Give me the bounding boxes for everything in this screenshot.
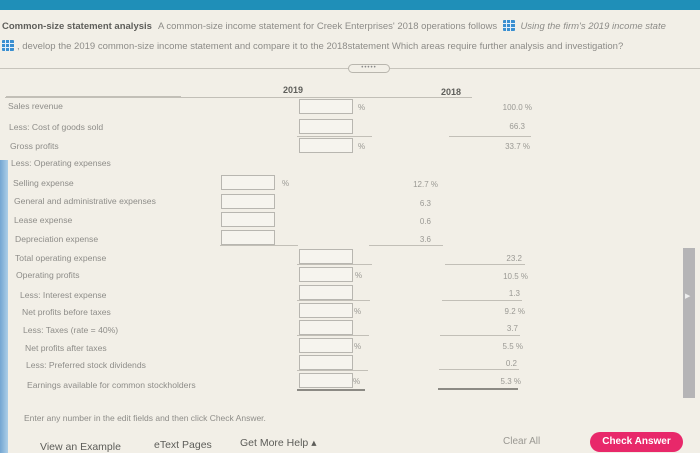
input-selling-expense-2019[interactable] — [221, 175, 275, 190]
value-2018-cogs: 66.3 — [509, 122, 525, 131]
header-rule — [6, 96, 181, 97]
total-double-rule — [438, 388, 518, 390]
row-label-earnings-common: Earnings available for common stockholde… — [27, 380, 196, 390]
value-2018-lease-expense: 0.6 — [419, 217, 431, 226]
row-label-interest-expense: Less: Interest expense — [20, 290, 107, 300]
clear-all-button[interactable]: Clear All — [503, 436, 541, 447]
row-label-npat: Net profits after taxes — [25, 343, 107, 353]
input-lease-expense-2019[interactable] — [221, 212, 275, 227]
row-label-lease-expense: Lease expense — [14, 215, 73, 225]
subtotal-rule — [449, 136, 531, 137]
input-npbt-2019[interactable] — [299, 303, 353, 318]
subtotal-rule — [442, 300, 522, 301]
value-2018-taxes: 3.7 — [506, 324, 518, 333]
input-cogs-2019[interactable] — [299, 119, 353, 134]
input-sales-revenue-2019[interactable] — [299, 99, 353, 114]
question-line-2: , develop the 2019 common-size income st… — [2, 37, 700, 57]
subtotal-rule — [440, 335, 520, 336]
subtotal-rule — [220, 245, 298, 246]
check-answer-button[interactable]: Check Answer — [590, 432, 683, 452]
question-instruction: Using the firm's 2019 income state — [520, 21, 666, 32]
expand-toggle[interactable]: ••••• — [348, 64, 390, 73]
total-double-rule — [297, 389, 365, 391]
question-intro: A common-size income statement for Creek… — [157, 21, 498, 32]
subtotal-rule — [445, 264, 525, 265]
input-interest-expense-2019[interactable] — [299, 285, 353, 300]
scroll-arrow-icon[interactable]: ▶ — [685, 293, 691, 300]
column-header-2019: 2019 — [283, 85, 304, 95]
vertical-scrollbar[interactable] — [683, 248, 695, 398]
subtotal-rule — [297, 264, 372, 265]
value-2018-sales-revenue: 100.0 % — [502, 103, 532, 112]
row-label-npbt: Net profits before taxes — [22, 307, 111, 317]
input-taxes-2019[interactable] — [299, 320, 353, 335]
question-text: Common-size statement analysis A common-s… — [2, 17, 700, 57]
pct-symbol: % — [358, 103, 366, 112]
value-2018-total-opex: 23.2 — [506, 254, 522, 263]
get-more-help-menu[interactable]: Get More Help ▴ — [240, 437, 317, 449]
pct-symbol: % — [282, 179, 290, 188]
value-2018-ga-expenses: 6.3 — [419, 199, 431, 208]
subtotal-rule — [297, 370, 368, 371]
pct-symbol: % — [355, 271, 363, 280]
subtotal-rule — [297, 335, 369, 336]
row-label-operating-expenses: Less: Operating expenses — [11, 158, 111, 168]
etext-pages-link[interactable]: eText Pages — [154, 439, 212, 451]
value-2018-selling-expense: 12.7 % — [413, 180, 438, 189]
value-2018-npbt: 9.2 % — [504, 307, 525, 316]
subtotal-rule — [369, 245, 443, 246]
column-header-2018: 2018 — [441, 87, 462, 97]
data-table-icon[interactable] — [2, 40, 14, 51]
input-preferred-dividends-2019[interactable] — [299, 355, 353, 370]
header-rule-right — [180, 97, 472, 98]
value-2018-gross-profits: 33.7 % — [505, 142, 530, 151]
row-label-cogs: Less: Cost of goods sold — [9, 122, 104, 132]
input-npat-2019[interactable] — [299, 338, 353, 353]
input-ga-expenses-2019[interactable] — [221, 194, 275, 209]
view-example-link[interactable]: View an Example — [40, 441, 121, 453]
row-label-taxes: Less: Taxes (rate = 40%) — [23, 325, 119, 335]
input-depreciation-2019[interactable] — [221, 230, 275, 245]
row-label-preferred-dividends: Less: Preferred stock dividends — [26, 360, 146, 370]
row-label-selling-expense: Selling expense — [13, 178, 74, 188]
question-continuation: , develop the 2019 common-size income st… — [17, 41, 624, 52]
subtotal-rule — [297, 300, 370, 301]
row-label-sales-revenue: Sales revenue — [8, 101, 63, 111]
input-gross-profits-2019[interactable] — [299, 138, 353, 153]
input-total-opex-2019[interactable] — [299, 249, 353, 264]
window-edge — [0, 160, 8, 453]
pct-symbol: % — [358, 142, 366, 151]
data-table-icon[interactable] — [502, 20, 515, 31]
row-label-gross-profits: Gross profits — [10, 141, 59, 151]
pct-symbol: % — [353, 377, 361, 386]
input-operating-profits-2019[interactable] — [299, 267, 353, 282]
value-2018-interest-expense: 1.3 — [508, 289, 520, 298]
pct-symbol: % — [354, 307, 362, 316]
top-bar — [0, 0, 700, 10]
header-rule-left — [5, 97, 180, 98]
pct-symbol: % — [354, 342, 362, 351]
value-2018-preferred-dividends: 0.2 — [505, 359, 517, 368]
question-title: Common-size statement analysis — [2, 21, 152, 32]
subtotal-rule — [439, 369, 519, 370]
value-2018-operating-profits: 10.5 % — [503, 272, 528, 281]
row-label-depreciation: Depreciation expense — [15, 234, 99, 244]
value-2018-earnings-common: 5.3 % — [500, 377, 521, 386]
row-label-total-opex: Total operating expense — [15, 253, 107, 263]
row-label-ga-expenses: General and administrative expenses — [14, 196, 156, 206]
question-line-1: Common-size statement analysis A common-s… — [2, 17, 700, 37]
subtotal-rule — [297, 136, 372, 137]
input-earnings-common-2019[interactable] — [299, 373, 353, 388]
value-2018-npat: 5.5 % — [502, 342, 523, 351]
value-2018-depreciation: 3.6 — [419, 235, 431, 244]
instructions-text: Enter any number in the edit fields and … — [24, 413, 266, 423]
row-label-operating-profits: Operating profits — [16, 270, 80, 280]
